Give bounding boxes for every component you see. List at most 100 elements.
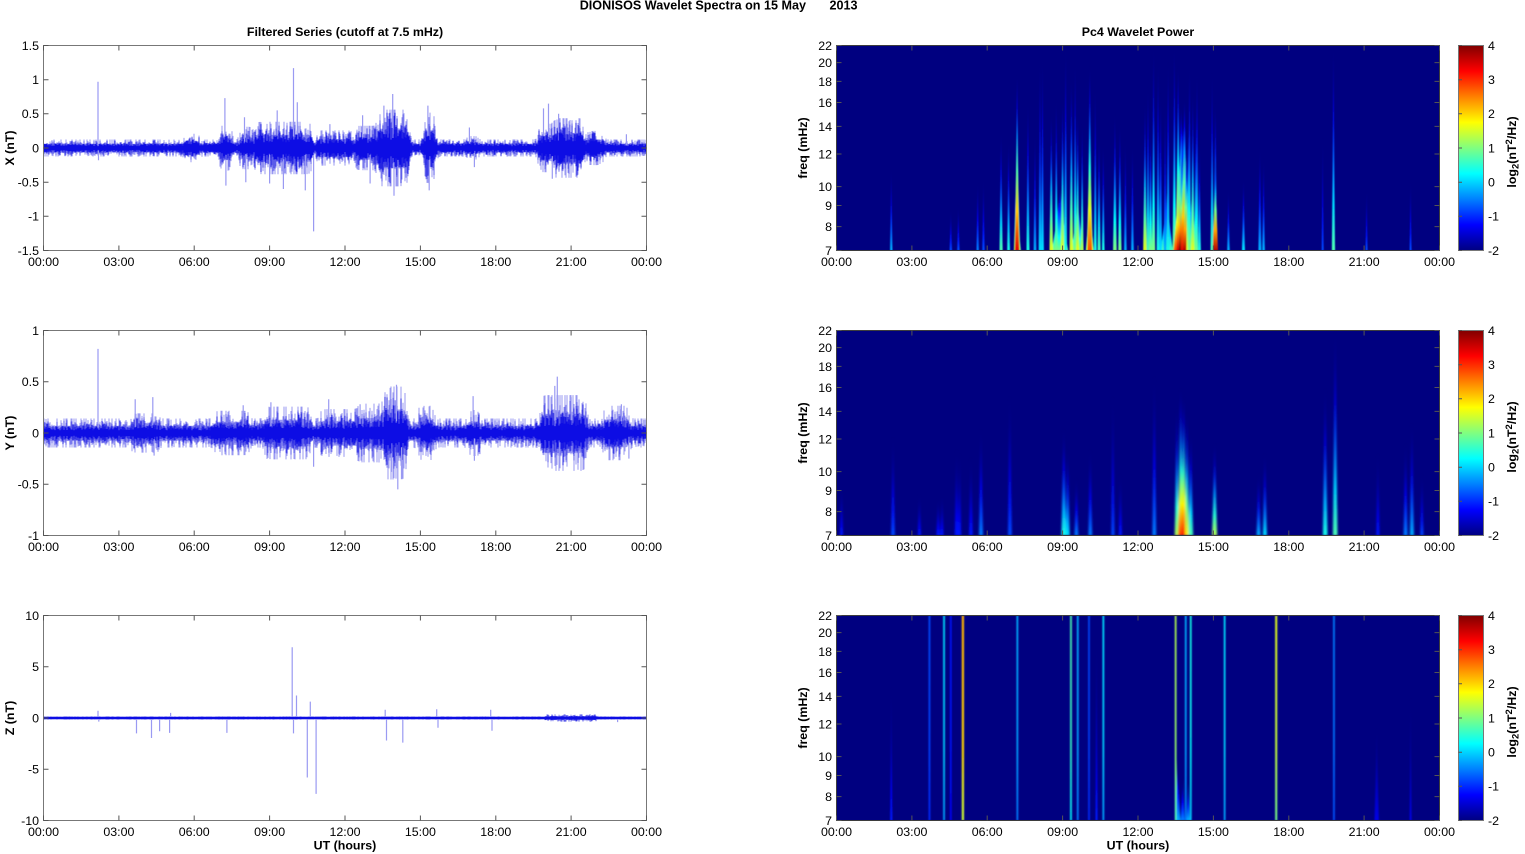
svg-text:15:00: 15:00 [1198,255,1229,269]
svg-text:15:00: 15:00 [405,540,436,554]
svg-text:freq (mHz): freq (mHz) [796,687,810,748]
svg-text:2: 2 [1488,677,1495,691]
svg-text:-2: -2 [1488,814,1499,828]
svg-text:21:00: 21:00 [1349,255,1380,269]
svg-text:06:00: 06:00 [972,825,1003,839]
svg-text:1: 1 [1488,426,1495,440]
svg-text:12: 12 [818,717,832,731]
svg-text:1: 1 [32,73,39,87]
svg-text:7: 7 [825,814,832,828]
svg-text:10: 10 [818,180,832,194]
svg-text:22: 22 [818,609,832,623]
svg-text:-1: -1 [1488,495,1499,509]
svg-text:00:00: 00:00 [631,255,662,269]
svg-text:UT (hours): UT (hours) [314,839,377,853]
svg-text:8: 8 [825,790,832,804]
svg-text:00:00: 00:00 [821,825,852,839]
svg-text:14: 14 [818,120,832,134]
svg-text:Z (nT): Z (nT) [3,701,17,735]
svg-text:12: 12 [818,432,832,446]
svg-text:-2: -2 [1488,244,1499,258]
svg-text:10: 10 [25,609,39,623]
svg-text:15:00: 15:00 [1198,540,1229,554]
svg-text:09:00: 09:00 [254,825,285,839]
svg-text:14: 14 [818,690,832,704]
svg-text:12:00: 12:00 [329,255,360,269]
svg-text:2: 2 [1488,107,1495,121]
svg-text:9: 9 [825,769,832,783]
svg-text:1: 1 [32,324,39,338]
svg-text:15:00: 15:00 [405,255,436,269]
svg-text:15:00: 15:00 [405,825,436,839]
svg-text:18:00: 18:00 [1273,825,1304,839]
svg-text:16: 16 [818,96,832,110]
svg-text:1: 1 [1488,141,1495,155]
svg-text:06:00: 06:00 [179,825,210,839]
svg-text:9: 9 [825,199,832,213]
svg-text:9: 9 [825,484,832,498]
svg-text:12:00: 12:00 [1122,255,1153,269]
svg-text:0: 0 [32,426,39,440]
svg-text:8: 8 [825,505,832,519]
svg-text:-1: -1 [1488,780,1499,794]
svg-text:00:00: 00:00 [631,540,662,554]
svg-text:06:00: 06:00 [972,255,1003,269]
svg-text:3: 3 [1488,73,1495,87]
svg-text:14: 14 [818,405,832,419]
svg-text:00:00: 00:00 [631,825,662,839]
svg-text:Filtered Series (cutoff at 7.5: Filtered Series (cutoff at 7.5 mHz) [247,25,443,39]
svg-text:03:00: 03:00 [896,825,927,839]
svg-text:03:00: 03:00 [103,255,134,269]
svg-text:7: 7 [825,529,832,543]
svg-text:12:00: 12:00 [329,825,360,839]
svg-text:-1: -1 [28,529,39,543]
svg-text:2: 2 [1488,392,1495,406]
svg-text:18: 18 [818,75,832,89]
svg-text:09:00: 09:00 [1047,540,1078,554]
svg-text:log2(nT2/Hz): log2(nT2/Hz) [1504,116,1522,187]
svg-text:21:00: 21:00 [556,540,587,554]
svg-text:4: 4 [1488,609,1495,623]
svg-text:00:00: 00:00 [28,540,59,554]
svg-text:0: 0 [1488,746,1495,760]
svg-text:20: 20 [818,626,832,640]
svg-text:log2(nT2/Hz): log2(nT2/Hz) [1504,401,1522,472]
svg-text:1: 1 [1488,711,1495,725]
svg-text:log2(nT2/Hz): log2(nT2/Hz) [1504,686,1522,757]
svg-text:20: 20 [818,56,832,70]
svg-text:2013: 2013 [830,0,858,13]
svg-text:3: 3 [1488,643,1495,657]
svg-text:4: 4 [1488,324,1495,338]
svg-text:00:00: 00:00 [1424,255,1455,269]
svg-text:-2: -2 [1488,529,1499,543]
svg-text:10: 10 [818,750,832,764]
svg-text:18:00: 18:00 [480,540,511,554]
svg-text:00:00: 00:00 [1424,540,1455,554]
svg-text:00:00: 00:00 [28,825,59,839]
svg-text:18: 18 [818,645,832,659]
svg-text:0: 0 [1488,461,1495,475]
svg-text:09:00: 09:00 [254,255,285,269]
svg-text:7: 7 [825,244,832,258]
svg-text:00:00: 00:00 [1424,825,1455,839]
svg-text:0: 0 [32,141,39,155]
svg-text:18:00: 18:00 [1273,540,1304,554]
svg-text:15:00: 15:00 [1198,825,1229,839]
svg-text:06:00: 06:00 [179,255,210,269]
svg-text:12:00: 12:00 [1122,825,1153,839]
svg-text:12:00: 12:00 [329,540,360,554]
svg-text:freq (mHz): freq (mHz) [796,117,810,178]
svg-text:06:00: 06:00 [972,540,1003,554]
svg-text:18:00: 18:00 [480,825,511,839]
svg-text:00:00: 00:00 [28,255,59,269]
svg-text:03:00: 03:00 [103,825,134,839]
svg-text:09:00: 09:00 [254,540,285,554]
svg-text:0: 0 [32,711,39,725]
svg-text:03:00: 03:00 [103,540,134,554]
svg-text:21:00: 21:00 [556,255,587,269]
svg-text:1.5: 1.5 [22,39,39,53]
svg-text:09:00: 09:00 [1047,255,1078,269]
svg-text:16: 16 [818,381,832,395]
svg-text:-5: -5 [28,763,39,777]
svg-text:UT (hours): UT (hours) [1107,839,1170,853]
